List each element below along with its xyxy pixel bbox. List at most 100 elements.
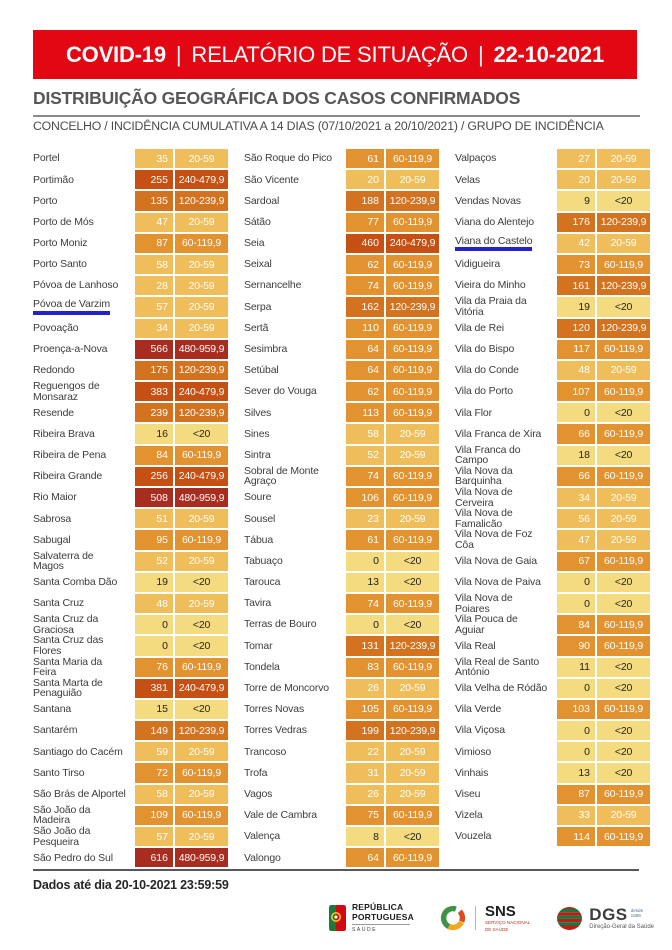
cases-count-cell: 107 [557, 382, 595, 402]
municipality-row: Vila Nova de Cerveira 34 20-59 [455, 487, 650, 508]
municipality-name: Tomar [244, 639, 273, 652]
municipality-row: Ribeira Grande 256 240-479,9 [33, 466, 228, 487]
incidence-group-cell: 20-59 [597, 360, 650, 381]
municipality-row: São Vicente 20 20-59 [244, 169, 439, 190]
municipality-row: Portel 35 20-59 [33, 148, 228, 169]
incidence-group-cell: 60-119,9 [386, 699, 439, 720]
cases-count-cell: 64 [346, 360, 384, 381]
incidence-group-cell: 60-119,9 [386, 149, 439, 169]
municipality-row: Vila de Rei 120 120-239,9 [455, 318, 650, 339]
municipality-row: Sertã 110 60-119,9 [244, 318, 439, 339]
incidence-table: Portel 35 20-59 Portimão 255 240-479,9 Porto 13… [33, 148, 650, 868]
incidence-group-cell: 60-119,9 [386, 276, 439, 296]
municipality-row: Vale de Cambra 75 60-119,9 [244, 805, 439, 826]
municipality-row: Sesimbra 64 60-119,9 [244, 339, 439, 360]
municipality-row: Santo Tirso 72 60-119,9 [33, 762, 228, 783]
incidence-group-cell: 120-239,9 [175, 403, 228, 423]
municipality-name: Portimão [33, 173, 74, 186]
cases-count-cell: 381 [135, 678, 173, 698]
incidence-group-cell: <20 [597, 657, 650, 677]
municipality-name: Ribeira Grande [33, 470, 103, 483]
municipality-row: Santarém 149 120-239,9 [33, 720, 228, 741]
cases-count-cell: 84 [135, 445, 173, 465]
municipality-name: Vimioso [455, 745, 492, 758]
incidence-group-cell: <20 [597, 763, 650, 783]
cases-count-cell: 26 [346, 784, 384, 804]
cases-count-cell: 131 [346, 636, 384, 656]
municipality-column-3: Valpaços 27 20-59 Velas 20 20-59 Vendas Novas 9… [455, 148, 650, 868]
incidence-group-cell: 20-59 [175, 742, 228, 762]
incidence-group-cell: <20 [386, 827, 439, 847]
municipality-name: Valença [244, 830, 281, 843]
municipality-name: Porto Santo [33, 258, 87, 271]
municipality-row: Tábua 61 60-119,9 [244, 529, 439, 550]
cases-count-cell: 199 [346, 721, 384, 741]
municipality-row: Viseu 87 60-119,9 [455, 784, 650, 805]
incidence-group-cell: 60-119,9 [386, 339, 439, 359]
municipality-name: Povoação [33, 321, 79, 334]
municipality-row: Vila Nova de Foz Côa 47 20-59 [455, 529, 650, 550]
municipality-row: São Roque do Pico 61 60-119,9 [244, 148, 439, 169]
municipality-name: Santana [33, 703, 72, 716]
cases-count-cell: 28 [135, 276, 173, 296]
municipality-row: Santana 15 <20 [33, 699, 228, 720]
municipality-column-2: São Roque do Pico 61 60-119,9 São Vicente 20… [244, 148, 439, 868]
cases-count-cell: 75 [346, 805, 384, 825]
municipality-row: Vila do Conde 48 20-59 [455, 360, 650, 381]
cases-count-cell: 0 [346, 551, 384, 571]
municipality-name: São Pedro do Sul [33, 851, 113, 864]
municipality-name: Sines [244, 427, 270, 440]
cases-count-cell: 67 [557, 551, 595, 571]
municipality-name: Vila do Conde [455, 364, 519, 377]
cases-count-cell: 52 [346, 445, 384, 465]
municipality-row: Santiago do Cacém 59 20-59 [33, 741, 228, 762]
incidence-group-cell: 20-59 [175, 254, 228, 275]
municipality-row: Póvoa de Varzim 57 20-59 [33, 296, 228, 317]
cases-count-cell: 47 [557, 530, 595, 550]
cases-count-cell: 0 [557, 678, 595, 698]
municipality-row: São Brás de Alportel 58 20-59 [33, 784, 228, 805]
cases-count-cell: 64 [346, 848, 384, 868]
municipality-name: Santo Tirso [33, 766, 85, 779]
cases-count-cell: 42 [557, 233, 595, 253]
cases-count-cell: 16 [135, 424, 173, 444]
municipality-name: Sabugal [33, 533, 71, 546]
incidence-group-cell: 20-59 [175, 784, 228, 804]
dgs-since-label: desde 1899 [630, 907, 644, 918]
incidence-group-cell: 480-959,9 [175, 339, 228, 359]
incidence-group-cell: 240-479,9 [175, 678, 228, 698]
cases-count-cell: 57 [135, 827, 173, 847]
municipality-name: Vila Nova de Foz Côa [455, 528, 533, 551]
cases-count-cell: 73 [557, 254, 595, 275]
municipality-name: Torres Vedras [244, 724, 307, 737]
municipality-name: Porto Moniz [33, 237, 88, 250]
cases-count-cell: 62 [346, 254, 384, 275]
municipality-row: Valongo 64 60-119,9 [244, 847, 439, 868]
cases-count-cell: 58 [346, 424, 384, 444]
cases-count-cell: 26 [346, 678, 384, 698]
cases-count-cell: 114 [557, 827, 595, 847]
municipality-name: Vila do Bispo [455, 343, 515, 356]
incidence-group-cell: 240-479,9 [175, 466, 228, 486]
incidence-group-cell: <20 [597, 297, 650, 317]
municipality-name: Portel [33, 152, 60, 165]
municipality-name: Tabuaço [244, 554, 283, 567]
dgs-full-name: Direção-Geral da Saúde [589, 923, 654, 930]
cases-count-cell: 62 [346, 382, 384, 402]
municipality-row: Sabugal 95 60-119,9 [33, 529, 228, 550]
municipality-row: Vizela 33 20-59 [455, 805, 650, 826]
incidence-group-cell: <20 [597, 445, 650, 465]
cases-count-cell: 0 [135, 636, 173, 656]
municipality-name: Vila Viçosa [455, 724, 505, 737]
municipality-row: Valpaços 27 20-59 [455, 148, 650, 169]
municipality-row: Terras de Bouro 0 <20 [244, 614, 439, 635]
municipality-name: Vila Pouca de Aguiar [455, 613, 518, 636]
incidence-group-cell: <20 [597, 403, 650, 423]
page-title: DISTRIBUIÇÃO GEOGRÁFICA DOS CASOS CONFIR… [33, 88, 640, 117]
municipality-row: Vila Nova de Famalicão 56 20-59 [455, 508, 650, 529]
footer-divider [33, 869, 639, 871]
incidence-group-cell: 60-119,9 [597, 466, 650, 486]
cases-count-cell: 20 [346, 170, 384, 190]
municipality-row: Vila Nova de Gaia 67 60-119,9 [455, 551, 650, 572]
sns-circle-icon [440, 905, 466, 931]
